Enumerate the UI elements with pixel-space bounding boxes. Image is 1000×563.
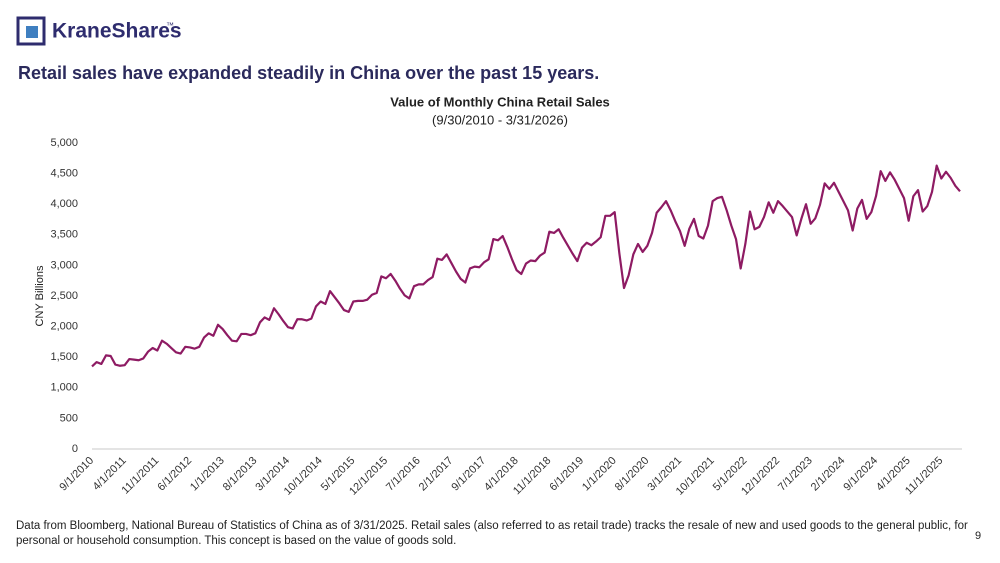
- logo-icon: [16, 16, 46, 46]
- chart-subtitle: (9/30/2010 - 3/31/2026): [432, 112, 568, 127]
- y-tick-label: 3,500: [50, 229, 78, 241]
- y-tick-label: 0: [72, 443, 78, 455]
- footnote: Data from Bloomberg, National Bureau of …: [16, 520, 968, 547]
- headline: Retail sales have expanded steadily in C…: [18, 63, 599, 83]
- x-tick-label: 6/1/2012: [155, 455, 194, 494]
- x-tick-label: 1/1/2013: [188, 455, 227, 494]
- x-tick-label: 2/1/2024: [809, 455, 848, 494]
- y-tick-label: 5,000: [50, 137, 78, 149]
- x-tick-label: 1/1/2020: [580, 455, 619, 494]
- y-tick-label: 500: [60, 412, 78, 424]
- x-tick-label: 9/1/2010: [57, 455, 96, 494]
- x-tick-label: 8/1/2013: [221, 455, 260, 494]
- x-tick-label: 6/1/2019: [547, 455, 586, 494]
- y-tick-label: 4,500: [50, 168, 78, 180]
- page-number: 9: [975, 530, 982, 542]
- y-axis-title: CNY Billions: [34, 265, 46, 326]
- y-tick-label: 2,500: [50, 290, 78, 302]
- x-tick-label: 2/1/2017: [417, 455, 456, 494]
- data-line: [91, 164, 961, 368]
- logo-text: KraneShares: [52, 20, 182, 43]
- y-tick-label: 2,000: [50, 321, 78, 333]
- chart: KraneShares ™ Retail sales have expanded…: [16, 16, 962, 498]
- logo-icon-inner: [26, 26, 38, 38]
- y-tick-label: 1,500: [50, 351, 78, 363]
- y-tick-label: 1,000: [50, 382, 78, 394]
- logo-mark: ™: [166, 21, 174, 30]
- x-tick-label: 9/1/2017: [449, 455, 488, 494]
- x-tick-label: 7/1/2016: [384, 455, 423, 494]
- y-tick-label: 3,000: [50, 259, 78, 271]
- chart-title: Value of Monthly China Retail Sales: [390, 94, 610, 109]
- x-tick-label: 9/1/2024: [841, 455, 880, 494]
- y-tick-label: 4,000: [50, 198, 78, 210]
- x-tick-label: 8/1/2020: [613, 455, 652, 494]
- x-tick-label: 7/1/2023: [776, 455, 815, 494]
